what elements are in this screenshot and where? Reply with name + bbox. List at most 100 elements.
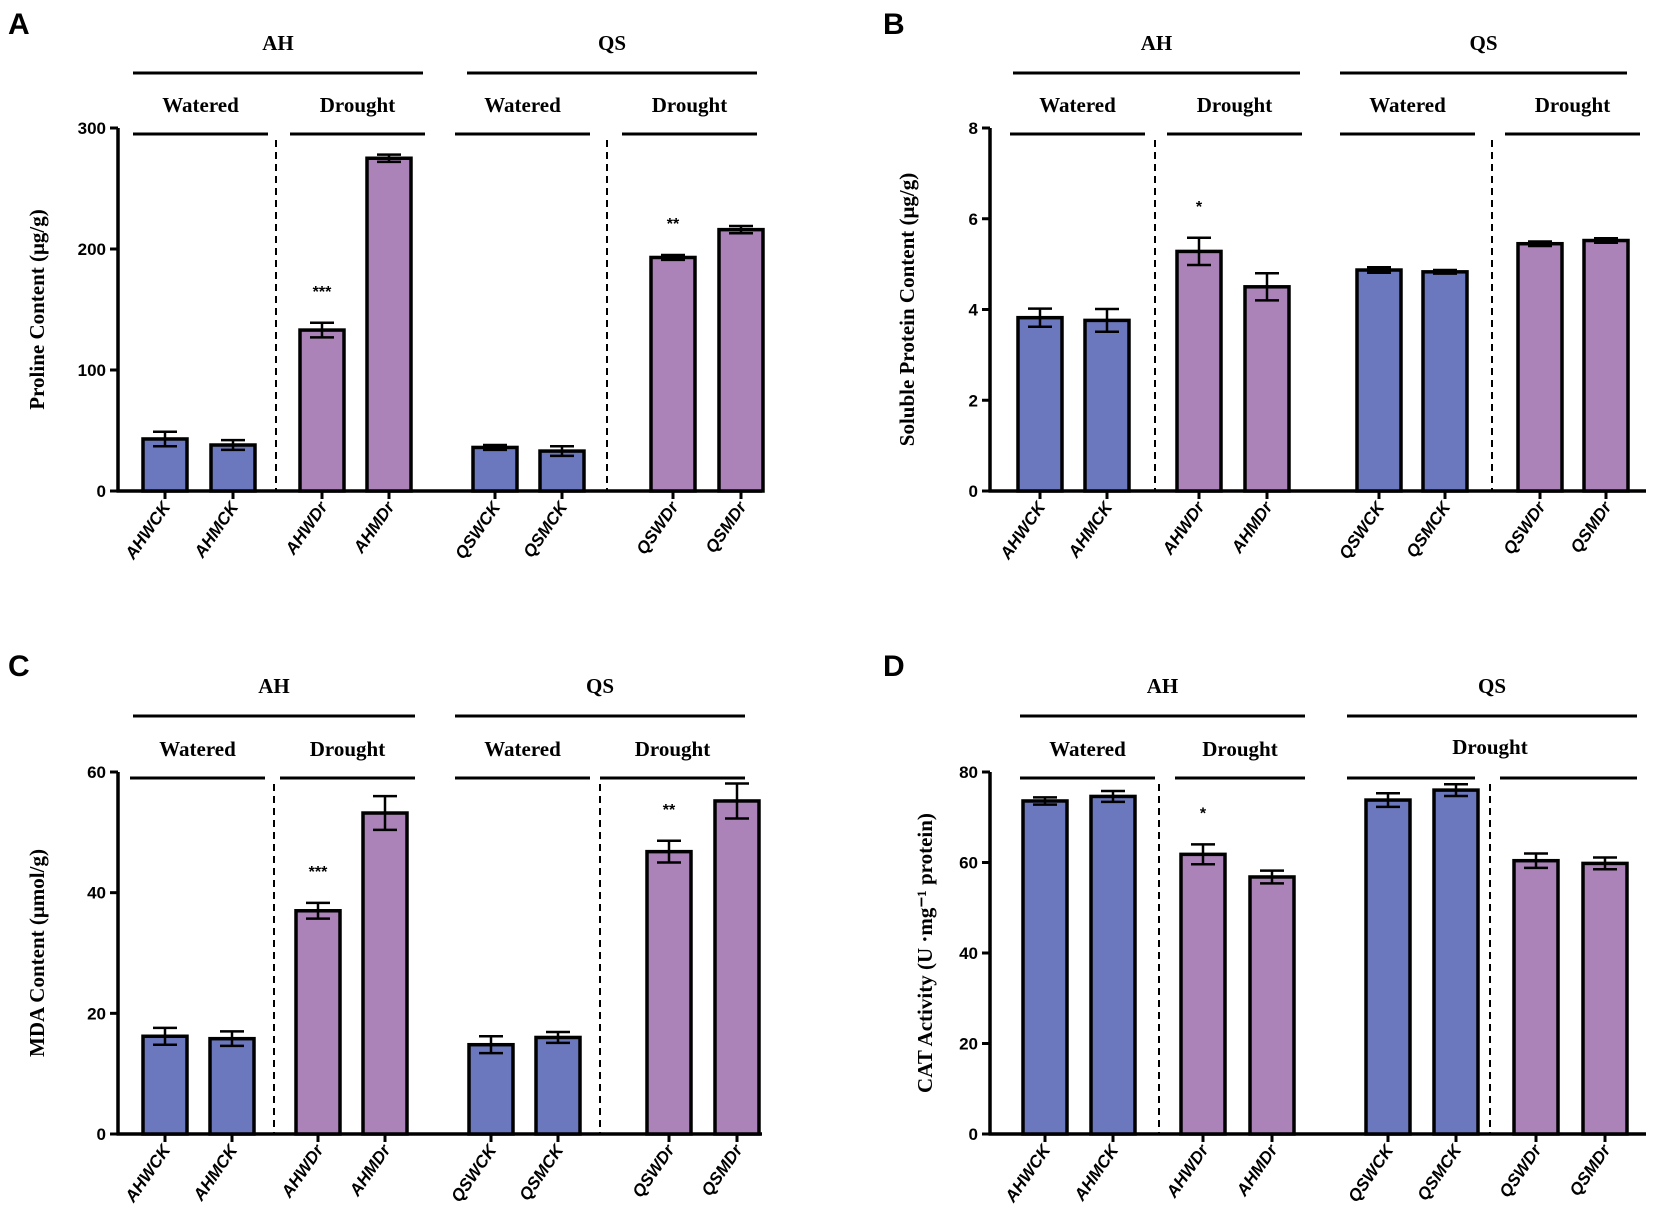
x-tick-label: QSWCK [447, 1140, 501, 1206]
bar-qsmdr [717, 227, 765, 493]
bar-qswck [471, 445, 519, 493]
error-bar [657, 839, 681, 864]
y-tick-label: 8 [969, 119, 978, 138]
x-tick-label: QSMDr [698, 1140, 747, 1199]
y-tick-label: 100 [78, 361, 106, 380]
bar-qswdr [1512, 858, 1560, 1136]
bar-qsmdr [1582, 238, 1630, 493]
subgroup-label-drought: Drought [635, 737, 710, 761]
x-tick-label: QSWCK [1344, 1140, 1398, 1206]
y-tick-label: 4 [969, 301, 979, 320]
subgroup-label-drought: Drought [1197, 93, 1272, 117]
x-tick-label: QSMCK [1402, 497, 1455, 561]
bar-ahmdr [1248, 875, 1296, 1136]
error-bar [1593, 856, 1617, 871]
bar-qswdr [649, 255, 697, 493]
y-tick-label: 200 [78, 240, 106, 259]
x-tick-label: AHMDr [345, 1140, 395, 1200]
subgroup-label-watered: Watered [159, 737, 236, 761]
bar-qsmck [1421, 270, 1469, 493]
error-bar [1444, 782, 1468, 798]
x-tick-label: QSWCK [1335, 497, 1389, 563]
panel-letter: C [8, 650, 30, 683]
bar-ahmck [1089, 794, 1137, 1136]
group-label-ah: AH [258, 674, 290, 698]
x-tick-label: AHWDr [1158, 497, 1209, 559]
y-tick-label: 6 [969, 210, 978, 229]
y-axis-title: MDA Content (μmol/g) [25, 849, 49, 1057]
error-bar [483, 443, 507, 452]
bar-qsmdr [1581, 861, 1629, 1136]
error-bar [1187, 236, 1211, 267]
error-bar [1524, 852, 1548, 870]
bar-ahwdr [298, 328, 346, 493]
subgroup-label-watered: Watered [484, 737, 561, 761]
y-tick-label: 20 [87, 1004, 106, 1023]
error-bar [373, 794, 397, 832]
bar-qswck [467, 1042, 515, 1136]
bar-qswdr [1516, 241, 1564, 493]
significance-label: * [1200, 805, 1207, 822]
error-bar [1101, 789, 1125, 804]
x-tick-label: QSMCK [1413, 1140, 1466, 1204]
y-tick-label: 2 [969, 391, 978, 410]
subgroup-label-watered: Watered [1049, 737, 1126, 761]
error-bar [1433, 268, 1457, 275]
bar-qsmck [534, 1035, 582, 1136]
y-axis-title: Soluble Protein Content (μg/g) [895, 173, 919, 446]
x-tick-label: QSMCK [519, 497, 572, 561]
group-label-ah: AH [262, 31, 294, 55]
error-bar [153, 1026, 177, 1046]
error-bar [1594, 237, 1618, 245]
error-bar [661, 253, 685, 262]
significance-label: *** [309, 864, 328, 881]
subgroup-label-drought: Drought [1535, 93, 1610, 117]
bar-ahmdr [365, 156, 413, 493]
x-tick-label: QSMDr [1567, 497, 1616, 556]
bar-qsmck [1432, 788, 1480, 1136]
error-bar [546, 1030, 570, 1045]
bar-qswck [1364, 798, 1412, 1136]
error-bar [725, 782, 749, 820]
bar-ahmdr [361, 811, 409, 1136]
x-tick-label: AHMDr [1227, 497, 1277, 557]
x-tick-label: QSWDr [1496, 1140, 1546, 1201]
significance-label: ** [663, 802, 676, 819]
x-tick-label: AHWCK [996, 497, 1050, 563]
error-bar [306, 901, 330, 920]
error-bar [377, 153, 401, 164]
y-tick-label: 80 [959, 763, 978, 782]
group-sublabel: Drought [1452, 735, 1527, 759]
x-tick-label: AHMDr [1232, 1140, 1282, 1200]
x-tick-label: AHWCK [121, 497, 175, 563]
x-tick-label: AHWDr [281, 497, 332, 559]
error-bar [479, 1035, 503, 1055]
x-tick-label: AHMCK [1070, 1140, 1123, 1205]
panel-d: D AH QS Watered Drought Drought CAT Activity (… [883, 650, 1646, 1206]
error-bar [1367, 266, 1391, 274]
x-tick-label: AHMCK [190, 497, 243, 562]
x-tick-label: QSWCK [451, 497, 505, 563]
bar-ahwdr [1175, 249, 1223, 493]
x-tick-label: AHMCK [1064, 497, 1117, 562]
group-label-ah: AH [1147, 674, 1179, 698]
subgroup-label-drought: Drought [310, 737, 385, 761]
y-tick-label: 0 [969, 1125, 978, 1144]
x-tick-label: QSWDr [1500, 497, 1550, 558]
bar-ahmck [208, 1036, 256, 1136]
bar-qswck [1355, 268, 1403, 493]
significance-label: *** [313, 284, 332, 301]
group-label-qs: QS [1478, 674, 1506, 698]
bar-qswdr [645, 849, 693, 1136]
error-bar [729, 224, 753, 235]
y-tick-label: 60 [959, 854, 978, 873]
panel-letter: B [883, 8, 905, 41]
x-tick-label: AHWDr [1162, 1140, 1213, 1202]
y-axis-title: Proline Content (μg/g) [25, 209, 49, 410]
bar-ahwck [1021, 799, 1069, 1136]
bar-ahmck [209, 443, 257, 493]
significance-label: ** [667, 216, 680, 233]
x-tick-label: QSMDr [1566, 1140, 1615, 1199]
y-tick-label: 40 [87, 884, 106, 903]
bar-ahmck [1083, 318, 1131, 493]
